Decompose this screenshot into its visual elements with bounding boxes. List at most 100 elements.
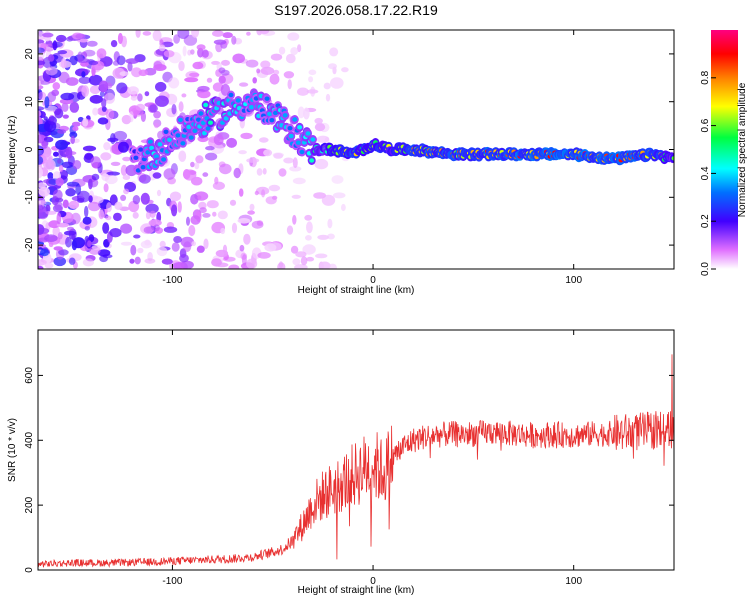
noise-blob: [268, 242, 282, 252]
noise-blob: [332, 66, 337, 75]
noise-blob: [38, 259, 47, 266]
noise-blob: [289, 166, 302, 172]
noise-blob: [132, 195, 141, 205]
noise-blob: [102, 222, 110, 234]
track-core: [188, 135, 194, 140]
noise-blob: [196, 44, 206, 51]
noise-blob: [62, 199, 69, 209]
noise-blob: [212, 30, 224, 37]
noise-blob: [61, 102, 69, 113]
track-core: [228, 92, 234, 98]
noise-blob: [68, 228, 77, 240]
noise-blob: [300, 256, 308, 266]
noise-blob: [120, 223, 133, 234]
noise-blob: [190, 161, 195, 168]
noise-blob: [191, 241, 196, 247]
track-core: [205, 126, 211, 131]
x-tick-label: 100: [565, 275, 582, 286]
noise-blob: [77, 116, 84, 123]
noise-blob: [178, 150, 187, 162]
noise-blob: [237, 218, 251, 224]
noise-blob: [323, 82, 331, 90]
noise-blob: [114, 201, 123, 210]
noise-blob: [317, 234, 330, 240]
track-core: [267, 111, 272, 117]
x-tick-label: -100: [162, 576, 182, 587]
noise-blob: [329, 47, 339, 57]
noise-blob: [135, 30, 141, 38]
track-core: [133, 155, 139, 160]
noise-blob: [57, 50, 68, 55]
noise-blob: [47, 116, 57, 126]
colorbar-gradient: [711, 30, 738, 269]
noise-blob: [113, 212, 122, 222]
track-core: [282, 113, 288, 118]
noise-blob: [259, 137, 269, 143]
noise-blob: [290, 245, 299, 254]
noise-blob: [88, 74, 103, 86]
noise-blob: [92, 107, 99, 116]
noise-blob: [246, 31, 251, 36]
noise-blob: [137, 93, 143, 102]
noise-blob: [233, 167, 241, 179]
noise-blob: [341, 203, 346, 212]
track-core: [163, 129, 169, 134]
noise-blob: [38, 60, 46, 66]
noise-blob: [325, 93, 331, 102]
noise-blob: [202, 172, 209, 177]
noise-blob: [268, 184, 281, 192]
noise-blob: [88, 195, 93, 203]
noise-blob: [149, 104, 158, 113]
track-core: [309, 158, 315, 163]
noise-blob: [290, 47, 299, 56]
noise-blob: [116, 82, 128, 94]
snr-frame: [37, 329, 675, 571]
noise-blob: [156, 246, 168, 257]
track-core: [249, 105, 254, 110]
noise-blob: [65, 236, 72, 248]
noise-blob: [154, 95, 169, 107]
noise-blob: [315, 253, 328, 259]
noise-blob: [173, 236, 183, 243]
colorbar-tick-label: 0.0: [700, 262, 711, 276]
noise-blob: [152, 30, 162, 42]
noise-blob: [178, 60, 185, 72]
noise-blob: [249, 203, 255, 211]
noise-blob: [171, 242, 180, 252]
noise-blob: [47, 172, 54, 180]
noise-blob: [181, 93, 187, 98]
noise-blob: [125, 58, 139, 64]
noise-blob: [145, 203, 159, 214]
noise-blob: [72, 126, 79, 132]
y-tick-label: 600: [24, 367, 35, 384]
noise-blob: [44, 96, 50, 109]
snr-y-axis-label: SNR (10 * v/v): [7, 418, 18, 482]
noise-blob: [221, 59, 230, 66]
noise-blob: [217, 210, 228, 220]
track-core: [264, 96, 270, 101]
noise-blob: [135, 103, 146, 111]
noise-blob: [270, 53, 283, 61]
noise-blob: [257, 252, 271, 259]
noise-blob: [180, 236, 195, 248]
noise-blob: [86, 40, 98, 47]
noise-blob: [120, 164, 128, 177]
noise-blob: [256, 168, 263, 176]
noise-blob: [60, 58, 67, 69]
y-tick-label: 200: [24, 496, 35, 513]
noise-blob: [38, 182, 47, 189]
noise-blob: [202, 213, 211, 218]
noise-blob: [105, 108, 115, 121]
noise-blob: [262, 168, 267, 175]
noise-blob: [54, 197, 64, 203]
noise-blob: [306, 221, 313, 234]
noise-blob: [57, 129, 67, 135]
noise-blob: [247, 210, 255, 215]
noise-blob: [213, 39, 227, 45]
noise-blob: [123, 188, 130, 195]
noise-blob: [205, 146, 215, 151]
noise-blob: [283, 157, 294, 164]
noise-blob: [103, 183, 109, 193]
noise-blob: [97, 117, 109, 125]
noise-blob: [65, 77, 79, 86]
